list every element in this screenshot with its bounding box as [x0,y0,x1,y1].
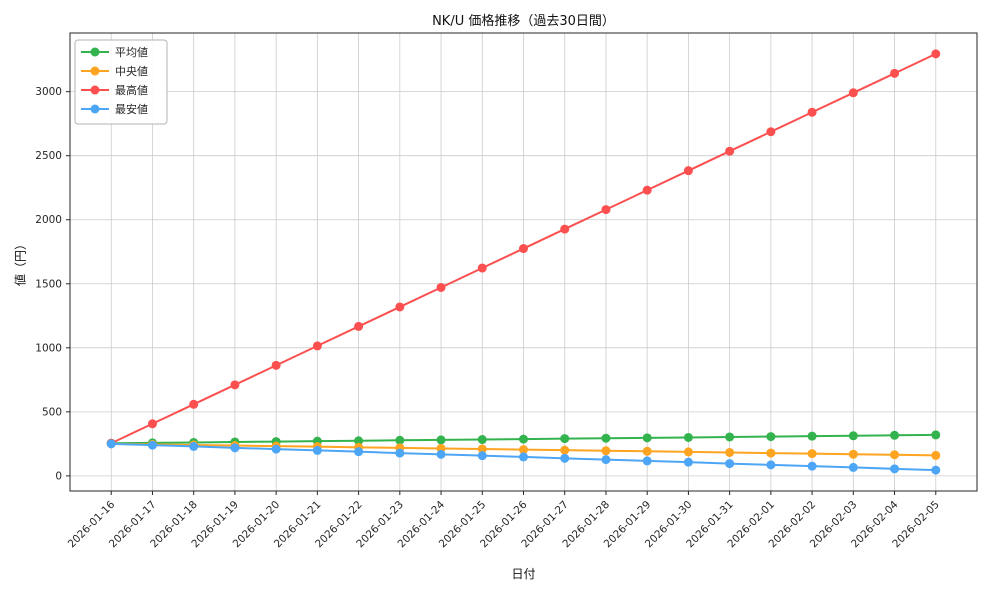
data-point [848,462,858,472]
data-point [725,447,735,457]
chart-title: NK/U 価格推移（過去30日間） [432,14,615,29]
data-point [848,449,858,459]
data-point [230,443,240,453]
data-point [807,431,817,441]
data-point [147,440,157,450]
data-point [519,434,528,444]
legend-label: 中央値 [115,65,148,78]
data-point [725,146,735,156]
data-point [807,449,817,459]
data-point [931,450,941,460]
data-point [560,445,570,455]
data-point [189,399,199,409]
x-axis-label: 日付 [511,567,536,581]
legend-marker [90,66,100,76]
legend-marker [90,47,100,57]
data-point [931,430,941,440]
data-point [601,455,611,465]
data-point [354,447,364,457]
data-point [354,436,364,446]
data-point [683,447,693,457]
data-point [807,107,817,117]
data-point [601,433,611,443]
data-point [477,435,487,445]
data-point [642,185,652,195]
data-point [766,127,776,137]
data-point [766,432,776,442]
data-point [642,446,652,456]
data-point [436,449,446,459]
data-point [848,88,858,98]
y-tick-label: 1500 [35,278,62,290]
data-point [601,446,611,456]
data-point [807,461,817,471]
x-axis: 2026-01-162026-01-172026-01-182026-01-19… [66,491,942,550]
data-point [312,341,322,351]
data-point [395,435,405,445]
data-point [436,435,446,445]
data-point [890,430,900,440]
data-point [312,445,322,455]
data-point [601,205,611,215]
data-point [848,431,858,441]
grid [70,33,977,491]
data-point [477,263,487,273]
data-point [354,321,364,331]
data-point [395,448,405,458]
data-point [890,450,900,460]
y-tick-label: 3000 [35,86,62,98]
data-point [230,380,240,390]
y-tick-label: 1000 [35,342,62,354]
data-point [519,244,528,254]
data-point [725,459,735,469]
legend-label: 最安値 [115,102,148,116]
data-point [560,224,570,234]
data-point [931,465,941,475]
data-point [560,434,570,444]
legend-label: 最高値 [115,83,148,97]
data-point [766,460,776,470]
data-point [683,166,693,176]
data-point [642,433,652,443]
data-point [436,282,446,292]
y-axis: 0 500 1000 1500 2000 2500 3000 [35,86,70,482]
data-point [147,419,157,429]
data-point [683,457,693,467]
data-point [890,68,900,78]
data-point [477,451,487,461]
data-point [890,464,900,474]
data-point [519,445,528,455]
data-point [271,444,281,454]
data-point [931,49,941,59]
y-tick-label: 500 [42,406,62,418]
legend-box [74,39,168,125]
data-point [395,302,405,312]
data-point [683,432,693,442]
y-tick-label: 2500 [35,150,62,162]
series-markers-3 [106,439,941,475]
legend-marker [90,104,100,114]
data-point [189,441,199,451]
data-point [477,444,487,454]
data-point [766,448,776,458]
data-point [271,360,281,370]
y-tick-label: 2000 [35,214,62,226]
data-point [560,453,570,463]
data-point [725,432,735,442]
data-point [106,439,116,449]
data-point [519,452,528,462]
data-point [642,456,652,466]
legend-marker [90,85,100,95]
legend-label: 平均値 [115,46,148,59]
y-tick-label: 0 [55,470,62,482]
